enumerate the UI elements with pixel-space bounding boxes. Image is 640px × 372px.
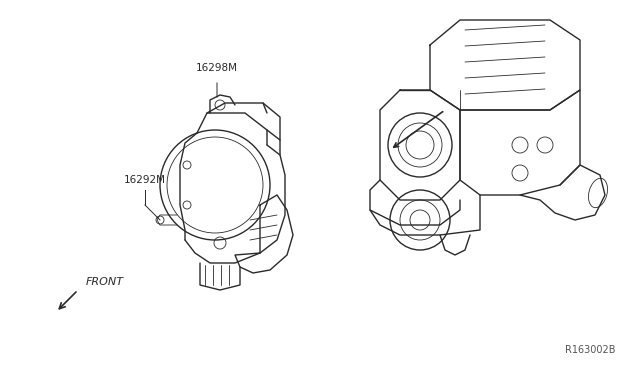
Text: 16298M: 16298M	[196, 63, 238, 73]
Text: FRONT: FRONT	[86, 277, 124, 287]
Text: R163002B: R163002B	[564, 345, 615, 355]
Text: 16292M: 16292M	[124, 175, 166, 185]
